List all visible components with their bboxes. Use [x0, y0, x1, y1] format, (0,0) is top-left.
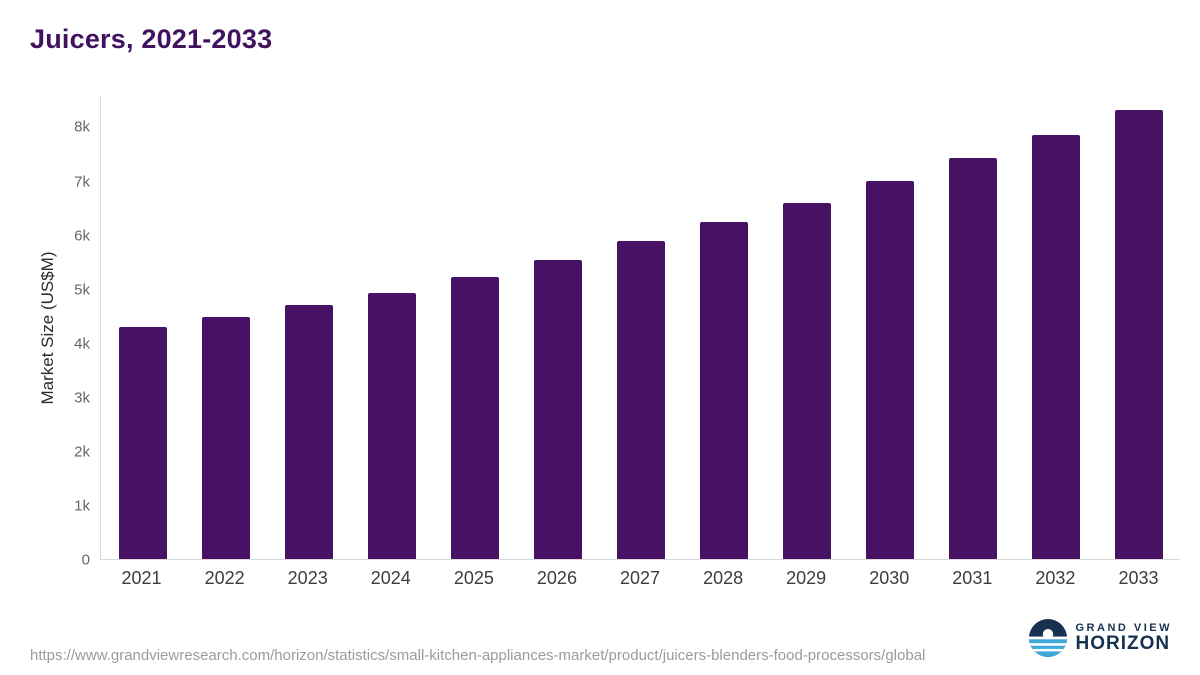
- y-tick-label: 3k: [74, 389, 90, 407]
- y-axis-ticks: 0 1k 2k 3k 4k 5k 6k 7k 8k: [48, 95, 90, 569]
- chart-title: Juicers, 2021-2033: [30, 24, 273, 54]
- bar-2022: [201, 317, 250, 559]
- bar-column: [101, 95, 184, 559]
- bar-2026: [533, 259, 582, 559]
- bar-2032: [1031, 134, 1080, 559]
- bar-2027: [616, 241, 665, 559]
- x-tick-label: 2026: [536, 568, 577, 588]
- bar-2033: [1114, 110, 1163, 559]
- bar-column: [267, 95, 350, 559]
- x-tick-label: 2031: [952, 568, 993, 588]
- bar-2028: [699, 221, 748, 559]
- x-tick-label: 2027: [619, 568, 661, 588]
- y-tick-label: 2k: [74, 443, 90, 461]
- x-axis-labels: 2021 2022 2023 2024 2025 2026 2027 2028 2029 2030…: [100, 568, 1180, 589]
- bar-2021: [118, 327, 167, 559]
- horizon-logo-icon: [1028, 619, 1067, 657]
- x-tick-label: 2032: [1035, 568, 1076, 588]
- grand-view-horizon-logo: GRAND VIEW HORIZON: [1028, 619, 1173, 657]
- logo-line2: HORIZON: [1075, 632, 1171, 654]
- y-tick-label: 5k: [74, 281, 90, 299]
- y-tick-label: 8k: [74, 118, 90, 136]
- bar-column: [599, 95, 682, 559]
- logo-text: GRAND VIEW HORIZON: [1076, 622, 1173, 655]
- y-tick-label: 1k: [74, 497, 90, 515]
- x-tick-label: 2029: [786, 568, 827, 588]
- bar-column: [1097, 95, 1180, 559]
- y-tick-label: 0: [81, 551, 90, 569]
- x-tick-label: 2022: [204, 568, 245, 588]
- x-tick-label: 2025: [453, 568, 494, 588]
- bar-2024: [367, 293, 416, 559]
- bar-column: [516, 95, 599, 559]
- bar-2023: [284, 305, 333, 559]
- bar-2031: [948, 158, 997, 559]
- x-tick-label: 2028: [703, 568, 744, 588]
- y-tick-label: 6k: [74, 227, 90, 245]
- bar-column: [765, 95, 848, 559]
- bar-column: [350, 95, 433, 559]
- x-tick-label: 2033: [1118, 568, 1159, 588]
- x-tick-label: 2021: [121, 568, 162, 588]
- bar-column: [931, 95, 1014, 559]
- bar-column: [433, 95, 516, 559]
- bar-column: [1014, 95, 1097, 559]
- bar-2025: [450, 277, 499, 559]
- x-tick-label: 2024: [370, 568, 411, 588]
- logo-line1: GRAND VIEW: [1075, 621, 1172, 634]
- bar-column: [184, 95, 267, 559]
- bar-2029: [782, 202, 831, 559]
- bar-column: [682, 95, 765, 559]
- plot-area: [100, 95, 1180, 560]
- bar-2030: [865, 181, 914, 559]
- y-tick-label: 7k: [74, 173, 90, 191]
- source-url: https://www.grandviewresearch.com/horizo…: [30, 646, 926, 664]
- bar-column: [848, 95, 931, 559]
- x-tick-label: 2030: [869, 568, 910, 588]
- y-tick-label: 4k: [74, 335, 90, 353]
- bars: [101, 95, 1180, 559]
- x-tick-label: 2023: [287, 568, 328, 588]
